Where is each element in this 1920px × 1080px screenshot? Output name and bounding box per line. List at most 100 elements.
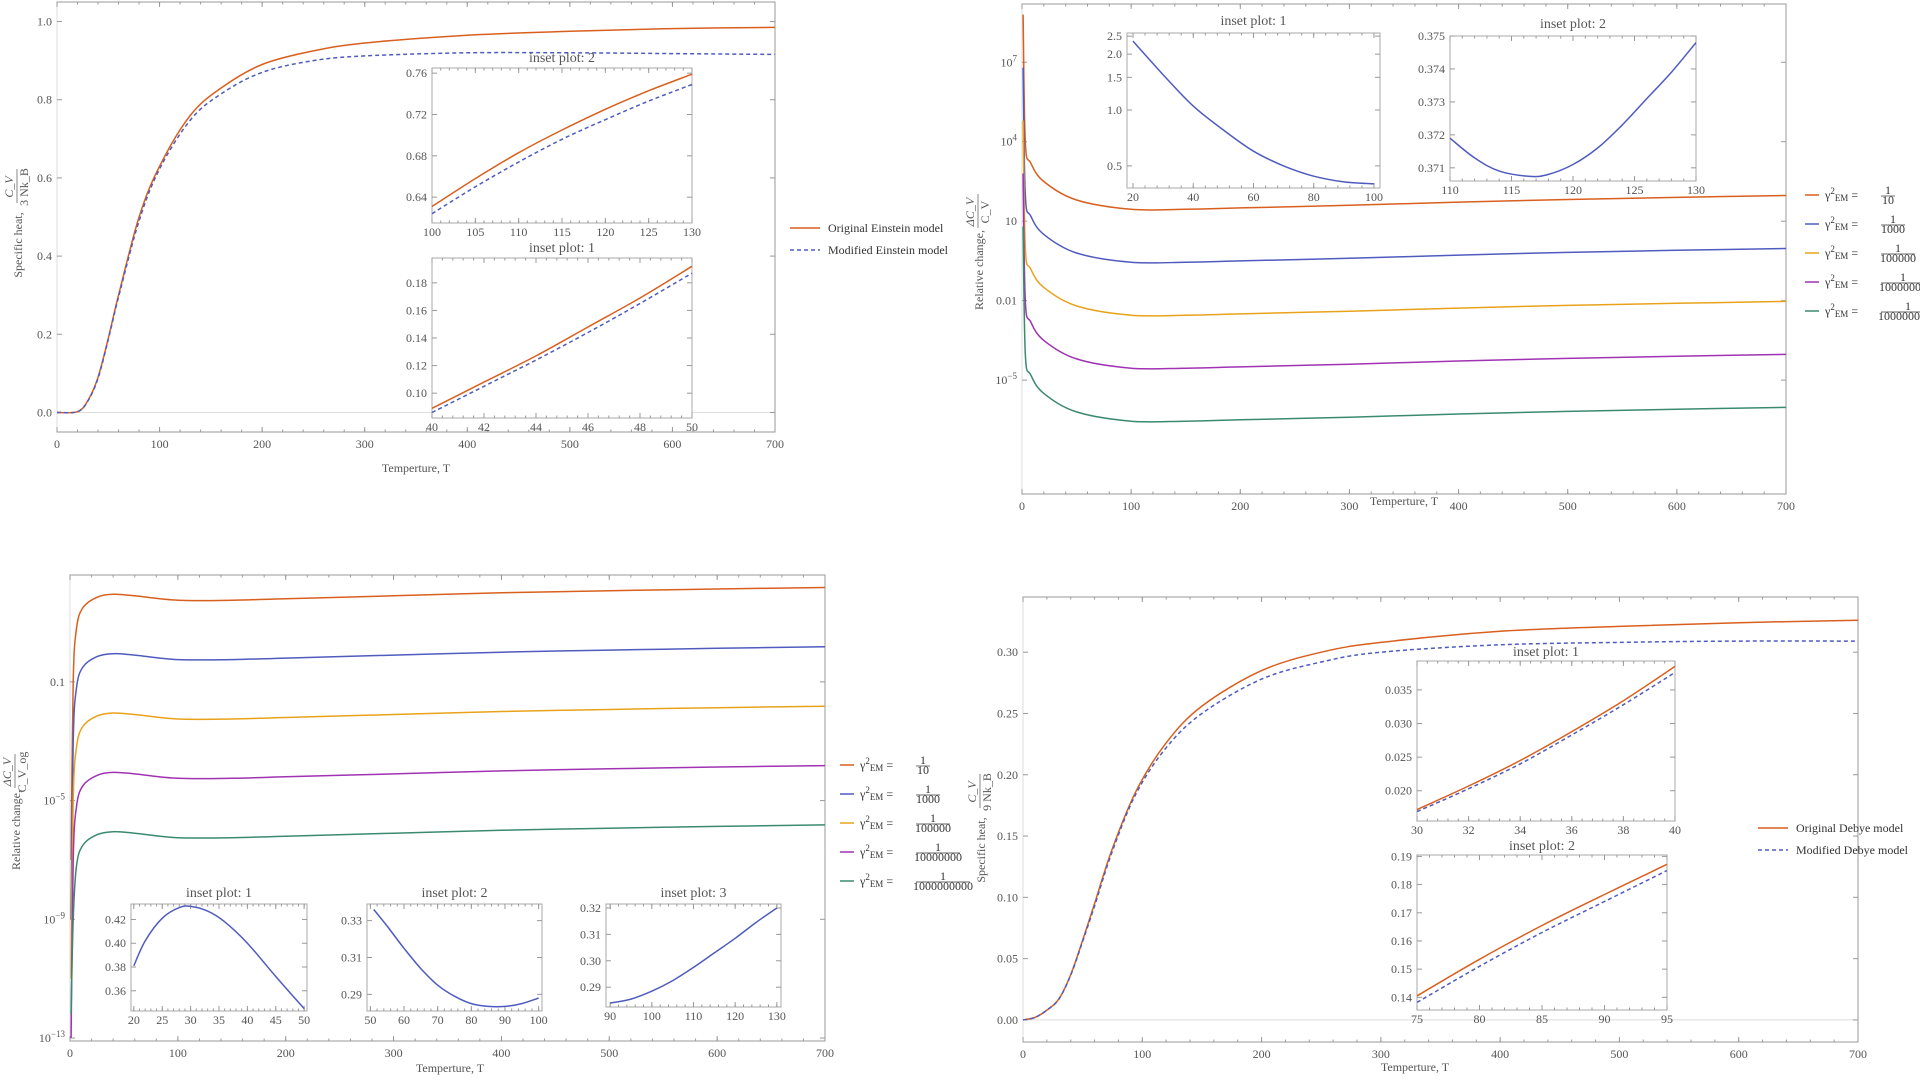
series-line-modified-debye-model [1022,640,1859,1021]
x-tick-label: 40 [426,420,438,434]
inset-plot-3: inset plot: 3 90 100 110 120 130 0.29 0.30 0.31 0… [580,886,786,1023]
x-tick-label: 46 [582,420,594,434]
x-tick-label: 36 [1566,823,1578,837]
legend-fraction-numerator: 1 [930,811,936,825]
x-tick-label: 500 [1610,1047,1628,1061]
series-line-0 [1449,42,1697,178]
x-tick-label: 42 [478,420,490,434]
x-tick-label: 130 [683,225,701,239]
y-tick-label: 10 [1005,214,1017,228]
legend-fraction-denominator: 10000000 [914,850,962,864]
series-line--em-1-10000000 [70,764,826,1039]
y-tick-label: 0.15 [1391,962,1412,976]
x-tick-label: 30 [185,1013,197,1027]
inset-frame [366,903,543,1012]
x-tick-label: 50 [686,420,698,434]
inset-title: inset plot: 2 [529,51,595,66]
y-tick-label: 0.31 [341,951,362,965]
x-tick-label: 35 [213,1013,225,1027]
x-tick-label: 100 [1122,499,1140,513]
x-tick-label: 100 [643,1009,661,1023]
series-line-1 [431,272,693,414]
legend-label: Modified Debye model [1796,843,1909,857]
series-line--em-1-10 [1022,14,1787,211]
y-axis-label-text: Relative change, [9,790,23,870]
y-axis-label-denominator: C_V [978,200,992,223]
inset-frame [431,257,693,419]
x-tick-label: 400 [458,437,476,451]
inset-frame [1126,32,1381,189]
legend-fraction-numerator: 1 [935,840,941,854]
x-tick-label: 40 [241,1013,253,1027]
y-tick-label: 0.01 [996,294,1017,308]
x-tick-label: 100 [423,225,441,239]
y-tick-label: 10−5 [995,371,1017,387]
y-axis-label-numerator: ΔC_V [963,196,977,227]
x-tick-label: 60 [398,1013,410,1027]
legend-label: γ2EM = [859,872,893,889]
x-tick-label: 100 [1365,190,1383,204]
inset-title: inset plot: 1 [1220,14,1286,29]
inset-plot-2: inset plot: 2 50 60 70 80 90 100 0.29 0.31 0.33 [341,886,548,1027]
legend-label: Modified Einstein model [828,243,949,257]
x-tick-label: 600 [1730,1047,1748,1061]
x-tick-label: 400 [1491,1047,1509,1061]
y-tick-label: 0.31 [580,927,601,941]
x-tick-label: 70 [432,1013,444,1027]
y-tick-label: 0.1 [50,675,65,689]
x-tick-label: 110 [510,225,528,239]
x-tick-label: 500 [561,437,579,451]
x-tick-label: 130 [1687,183,1705,197]
x-tick-label: 700 [1777,499,1795,513]
legend-fraction-denominator: 10 [1882,193,1894,207]
y-tick-label: 0.29 [580,980,601,994]
x-tick-label: 48 [634,420,646,434]
legend-label: γ2EM = [859,814,893,831]
y-axis-label-text: Relative change, [972,230,986,310]
legend-fraction-denominator: 10000000 [1879,280,1920,294]
series-line-0 [373,909,539,1008]
x-tick-label: 500 [600,1046,618,1060]
x-tick-label: 200 [253,437,271,451]
y-tick-label: 0.8 [37,93,52,107]
series-line-0 [133,905,305,1010]
y-tick-label: 0.371 [1418,161,1445,175]
y-tick-label: 0.25 [997,706,1018,720]
y-tick-label: 0.2 [37,327,52,341]
y-axis-label: Specific heat, C_V 9 Nk_B [965,773,994,882]
x-tick-label: 300 [1372,1047,1390,1061]
x-tick-label: 105 [466,225,484,239]
y-tick-label: 0.17 [1391,906,1412,920]
x-tick-label: 30 [1411,823,1423,837]
y-tick-label: 0.32 [580,901,601,915]
x-tick-label: 125 [640,225,658,239]
x-tick-label: 40 [1669,823,1681,837]
y-tick-label: 0.025 [1385,750,1412,764]
x-tick-label: 115 [1503,183,1521,197]
x-tick-label: 600 [1668,499,1686,513]
series-line--em-1-1000000000 [1022,226,1787,423]
legend-fraction-numerator: 1 [1890,212,1896,226]
y-tick-label: 10−9 [43,910,65,926]
y-tick-label: 0.14 [406,331,427,345]
x-tick-label: 75 [1411,1012,1423,1026]
y-tick-label: 0.6 [37,171,52,185]
legend-fraction-numerator: 1 [940,869,946,883]
y-tick-label: 0.68 [406,149,427,163]
inset-title: inset plot: 1 [1513,645,1579,660]
y-tick-label: 0.375 [1418,29,1445,43]
x-tick-label: 700 [1849,1047,1867,1061]
legend-label: γ2EM = [859,785,893,802]
x-tick-label: 25 [156,1013,168,1027]
x-tick-label: 34 [1514,823,1526,837]
y-tick-label: 0.030 [1385,717,1412,731]
legend-fraction-denominator: 100000 [915,821,951,835]
x-tick-label: 100 [530,1013,548,1027]
x-tick-label: 200 [277,1046,295,1060]
x-tick-label: 90 [499,1013,511,1027]
series-line--em-1-1000 [1022,67,1787,264]
inset-title: inset plot: 2 [421,886,487,901]
y-tick-label: 0.374 [1418,62,1445,76]
x-axis-label: Temperture, T [1370,494,1439,508]
y-tick-label: 0.373 [1418,95,1445,109]
